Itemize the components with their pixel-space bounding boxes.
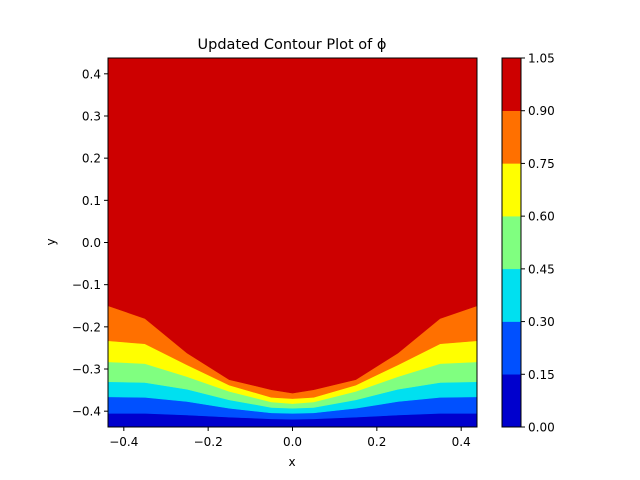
colorbar-band-5	[501, 110, 522, 164]
y-tick-label: 0.4	[82, 67, 101, 81]
colorbar-tick-label: 0.30	[528, 315, 555, 329]
y-tick-label: 0.0	[82, 236, 101, 250]
colorbar-tick-label: 0.90	[528, 104, 555, 118]
colorbar-band-0	[501, 374, 522, 428]
colorbar-ticks: 0.00 0.15 0.30 0.45 0.60 0.75 0.90 1.05	[521, 52, 555, 435]
x-tick-label: −0.4	[109, 435, 138, 449]
x-tick-label: 0.2	[367, 435, 386, 449]
colorbar-band-6	[501, 57, 522, 111]
x-axis: −0.4 −0.2 0.0 0.2 0.4	[109, 427, 471, 449]
colorbar-tick-label: 0.15	[528, 368, 555, 382]
colorbar-fills	[501, 57, 522, 428]
colorbar-tick-label: 0.75	[528, 157, 555, 171]
y-tick-label: −0.2	[72, 320, 101, 334]
x-tick-label: 0.4	[452, 435, 471, 449]
colorbar-tick-label: 0.00	[528, 421, 555, 435]
x-tick-label: 0.0	[283, 435, 302, 449]
contour-fills	[107, 57, 478, 428]
y-tick-label: 0.3	[82, 109, 101, 123]
colorbar-band-4	[501, 163, 522, 217]
chart-title: Updated Contour Plot of ϕ	[198, 37, 387, 53]
contour-plot-area	[107, 57, 478, 428]
y-axis: −0.4 −0.3 −0.2 −0.1 0.0 0.1 0.2 0.3 0.4	[72, 67, 108, 419]
colorbar-tick-label: 1.05	[528, 52, 555, 66]
y-axis-label: y	[44, 238, 58, 245]
colorbar-frame	[501, 57, 522, 428]
y-tick-label: −0.4	[72, 405, 101, 419]
y-tick-label: 0.2	[82, 152, 101, 166]
y-tick-label: −0.3	[72, 363, 101, 377]
colorbar-band-2	[501, 268, 522, 322]
colorbar-band-3	[501, 215, 522, 270]
colorbar-band-1	[501, 321, 522, 375]
colorbar: 0.00 0.15 0.30 0.45 0.60 0.75 0.90 1.05	[501, 52, 555, 435]
x-axis-label: x	[288, 455, 295, 469]
y-tick-label: 0.1	[82, 194, 101, 208]
colorbar-tick-label: 0.60	[528, 210, 555, 224]
colorbar-tick-label: 0.45	[528, 262, 555, 276]
y-tick-label: −0.1	[72, 278, 101, 292]
x-tick-label: −0.2	[194, 435, 223, 449]
